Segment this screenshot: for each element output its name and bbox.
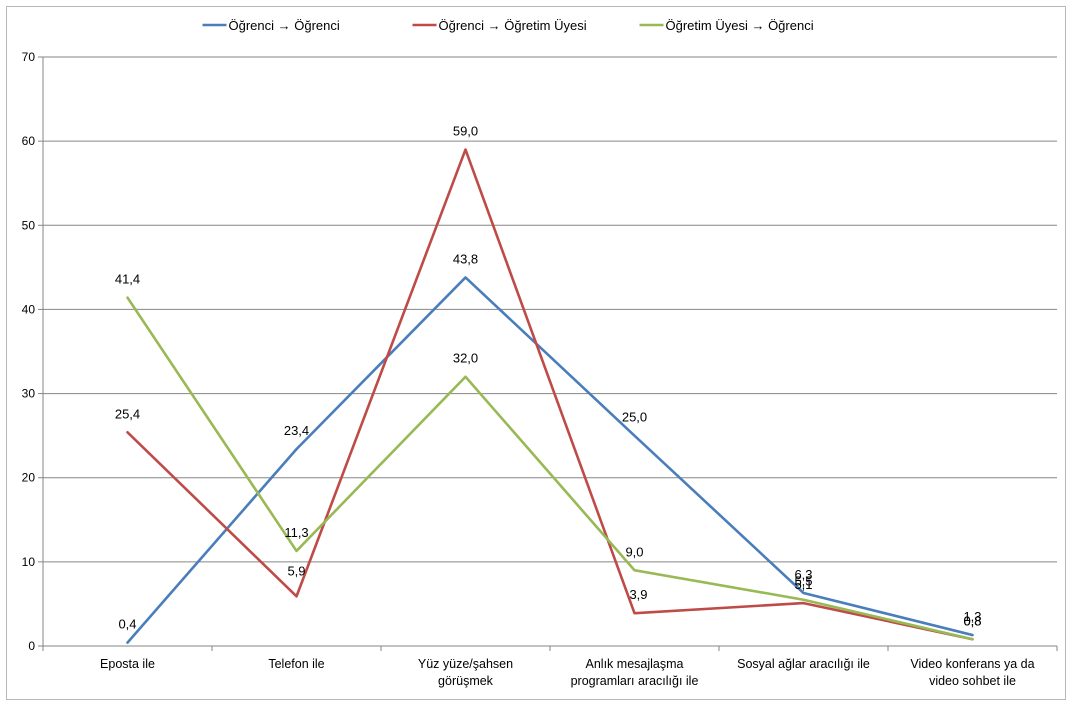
x-tick-label: Video konferans ya da video sohbet ile <box>910 657 1034 688</box>
series-line-1 <box>126 276 974 644</box>
data-label: 1,3 <box>963 609 981 624</box>
data-label: 32,0 <box>453 351 478 366</box>
chart-frame <box>6 6 1066 700</box>
data-label: 0,4 <box>118 617 136 632</box>
data-label: 5,5 <box>794 574 812 589</box>
series-lines <box>126 148 974 644</box>
x-tick-label: Anlık mesajlaşma programları aracılığı il… <box>571 657 699 688</box>
data-label: 25,4 <box>115 406 140 421</box>
series-line-2 <box>126 148 974 641</box>
data-label: 0,8 <box>963 613 981 628</box>
data-label: 3,9 <box>629 587 647 602</box>
x-tick-label: Yüz yüze/şahsen görüşmek <box>418 657 513 688</box>
legend-label: Öğrenci → Öğrenci <box>229 18 340 33</box>
y-tick-label: 10 <box>22 555 36 569</box>
series-line-3 <box>126 296 974 641</box>
y-tick-label: 40 <box>22 302 36 316</box>
data-label: 41,4 <box>115 272 140 287</box>
axes: 0 10 20 30 40 50 60 70 Eposta ile Telefon ile Yüz … <box>22 50 1058 688</box>
y-tick-label: 70 <box>22 50 36 64</box>
data-label: 59,0 <box>453 124 478 139</box>
data-label: 6,3 <box>794 567 812 582</box>
data-labels: 0,4 23,4 43,8 25,0 6,3 1,3 25,4 5,9 59,0 3,9 5,1 0,… <box>115 124 982 632</box>
data-label: 11,3 <box>284 525 308 540</box>
x-tick-label: Sosyal ağlar aracılığı ile <box>737 657 870 671</box>
y-tick-label: 20 <box>22 471 36 485</box>
data-label: 23,4 <box>284 423 309 438</box>
data-label: 25,0 <box>622 410 647 425</box>
data-label: 0,8 <box>963 613 981 628</box>
y-tick-label: 60 <box>22 134 36 148</box>
y-tick-label: 30 <box>22 387 36 401</box>
data-label: 43,8 <box>453 251 478 266</box>
data-label: 5,9 <box>287 563 305 578</box>
y-tick-label: 0 <box>28 639 35 653</box>
data-label: 5,1 <box>794 577 812 592</box>
x-tick-label: Telefon ile <box>268 657 324 671</box>
legend-label: Öğrenci → Öğretim Üyesi <box>439 18 587 33</box>
legend: Öğrenci → Öğrenci Öğrenci → Öğretim Üyesi… <box>202 18 814 33</box>
legend-label: Öğretim Üyesi → Öğrenci <box>666 18 814 33</box>
x-tick-label: Eposta ile <box>100 657 155 671</box>
y-tick-label: 50 <box>22 218 36 232</box>
data-label: 9,0 <box>625 544 643 559</box>
gridlines <box>43 56 1057 563</box>
